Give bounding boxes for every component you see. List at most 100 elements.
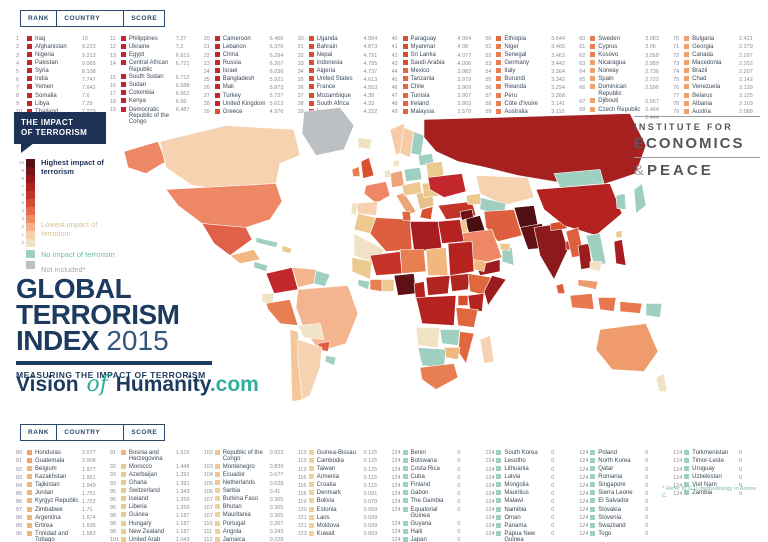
table-row: 55 Burundi 3.342: [485, 76, 574, 83]
rank-cell: 124: [391, 490, 401, 497]
country-cell: Argentina: [35, 514, 61, 521]
score-cell: 9.213: [81, 52, 96, 59]
table-row: 15 South Sudan 6.712: [110, 74, 199, 81]
table-row: 124 Mauritius 0: [485, 490, 574, 497]
table-row: 38 South Africa 4.33: [297, 100, 387, 108]
rank-cell: 19: [109, 106, 116, 113]
country-cell: Bosnia and Herzegovina: [128, 450, 163, 463]
impact-swatch-icon: [496, 76, 502, 82]
score-cell: 1.187: [175, 529, 190, 535]
impact-swatch-icon: [496, 108, 502, 114]
brand-humanity: Humanity: [115, 373, 210, 396]
table-row: 124 Lesotho 0: [485, 458, 574, 465]
score-cell: 6.662: [175, 90, 190, 97]
score-cell: 0.41: [269, 488, 281, 495]
score-cell: 2.722: [645, 76, 659, 83]
map-country-sri-lanka: [555, 283, 566, 294]
impact-swatch-icon: [214, 52, 220, 58]
bottom-ranking-table: 80 Honduras 2.077 81 Guatemala 2.008 82 Belgium…: [16, 450, 762, 542]
table-row: 77 Belarus 2.125: [673, 92, 762, 100]
country-cell: Taiwan: [316, 466, 336, 473]
rank-cell: 8: [16, 92, 20, 99]
score-cell: 0.677: [269, 472, 284, 479]
table-row: 71 Georgia 2.379: [673, 44, 762, 51]
table-row: 53 Germany 3.442: [485, 60, 574, 67]
impact-swatch-icon: [496, 474, 502, 480]
score-cell: 7.6: [81, 92, 90, 99]
scale-color-swatch: [26, 231, 35, 239]
score-cell: 2.297: [739, 52, 753, 59]
map-country-taiwan: [615, 230, 623, 238]
table-row: 124 Qatar 0: [579, 466, 668, 473]
country-cell: Honduras: [35, 450, 62, 456]
country-cell: Saudi Arabia: [410, 60, 445, 67]
scale-number: 9: [21, 168, 24, 173]
impact-swatch-icon: [402, 482, 408, 488]
score-cell: 3.463: [551, 52, 566, 59]
rank-cell: 124: [579, 474, 589, 481]
rank-cell: 61: [579, 44, 586, 51]
country-cell: Venezuela: [692, 84, 721, 91]
score-cell: 2.596: [645, 84, 659, 91]
table-row: 124 Singapore 0: [579, 482, 668, 489]
country-cell: Ethiopia: [504, 36, 527, 42]
country-cell: Nepal: [316, 52, 333, 59]
score-cell: 1.187: [175, 512, 190, 519]
rank-cell: 89: [16, 523, 23, 530]
ranking-column: 20 Cameroon 6.466 21 Lebanon 6.376 22 China 6.29…: [204, 36, 293, 127]
impact-swatch-icon: [120, 98, 126, 104]
score-cell: 1.343: [175, 488, 190, 495]
impact-swatch-icon: [214, 472, 220, 478]
country-cell: Bhutan: [222, 504, 242, 511]
score-cell: 0: [739, 466, 743, 473]
rank-cell: 38: [297, 101, 304, 108]
score-cell: 1.977: [81, 466, 96, 473]
country-cell: Qatar: [598, 466, 614, 473]
map-country-tanzania: [455, 307, 479, 328]
score-cell: 0.228: [269, 537, 284, 542]
table-row: 124 Swaziland 0: [579, 522, 668, 530]
map-country-malaysia: [577, 279, 599, 290]
impact-swatch-icon: [308, 100, 314, 106]
table-row: 47 Tunisia 3.907: [392, 92, 481, 100]
impact-swatch-icon: [496, 68, 502, 74]
country-cell: South Korea: [504, 450, 538, 456]
map-country-germany: [389, 170, 405, 188]
score-cell: 1.259: [175, 504, 190, 511]
impact-swatch-icon: [402, 84, 408, 90]
score-cell: 3.116: [551, 109, 565, 116]
impact-swatch-icon: [402, 474, 408, 480]
impact-swatch-icon: [27, 36, 32, 41]
impact-swatch-icon: [27, 522, 32, 528]
map-country-central-african-republic: [425, 275, 451, 296]
scale-number: 3: [21, 216, 24, 221]
score-cell: 5.737: [269, 92, 284, 99]
scale-number: 10: [18, 160, 24, 165]
impact-swatch-icon: [590, 44, 596, 50]
rank-cell: 86: [16, 498, 23, 505]
score-cell: 0: [645, 490, 649, 497]
table-row: 116 Croatia 0.113: [298, 482, 387, 489]
rank-cell: 124: [673, 474, 683, 481]
table-row: 90 Trinidad and Tobago 1.583: [16, 530, 105, 542]
table-row: 124 Cuba 0: [392, 474, 481, 481]
rank-cell: 124: [485, 474, 495, 481]
visionofhumanity-logo[interactable]: Vision of Humanity.com: [16, 372, 259, 397]
table-row: 85 Jordan 1.751: [16, 490, 105, 497]
rank-cell: 30: [297, 36, 304, 43]
table-row: 72 Canada 2.297: [673, 52, 762, 59]
impact-swatch-icon: [590, 84, 596, 90]
country-cell: Benin: [410, 450, 426, 456]
impact-swatch-icon: [214, 496, 220, 502]
title-line3: INDEX 2015: [16, 327, 226, 355]
table-row: 12 Ukraine 7.2: [110, 44, 199, 51]
rank-cell: 124: [579, 458, 589, 465]
table-row: 2 Afghanistan 9.233: [16, 44, 105, 51]
score-cell: 0: [457, 506, 461, 513]
table-row: 29 Greece 4.976: [204, 108, 293, 116]
map-country-somalia: [483, 275, 507, 307]
score-cell: 2.567: [645, 98, 659, 105]
country-cell: Sierra Leone: [598, 490, 633, 497]
score-cell: 6.487: [175, 106, 190, 113]
rank-cell: 52: [485, 52, 492, 59]
